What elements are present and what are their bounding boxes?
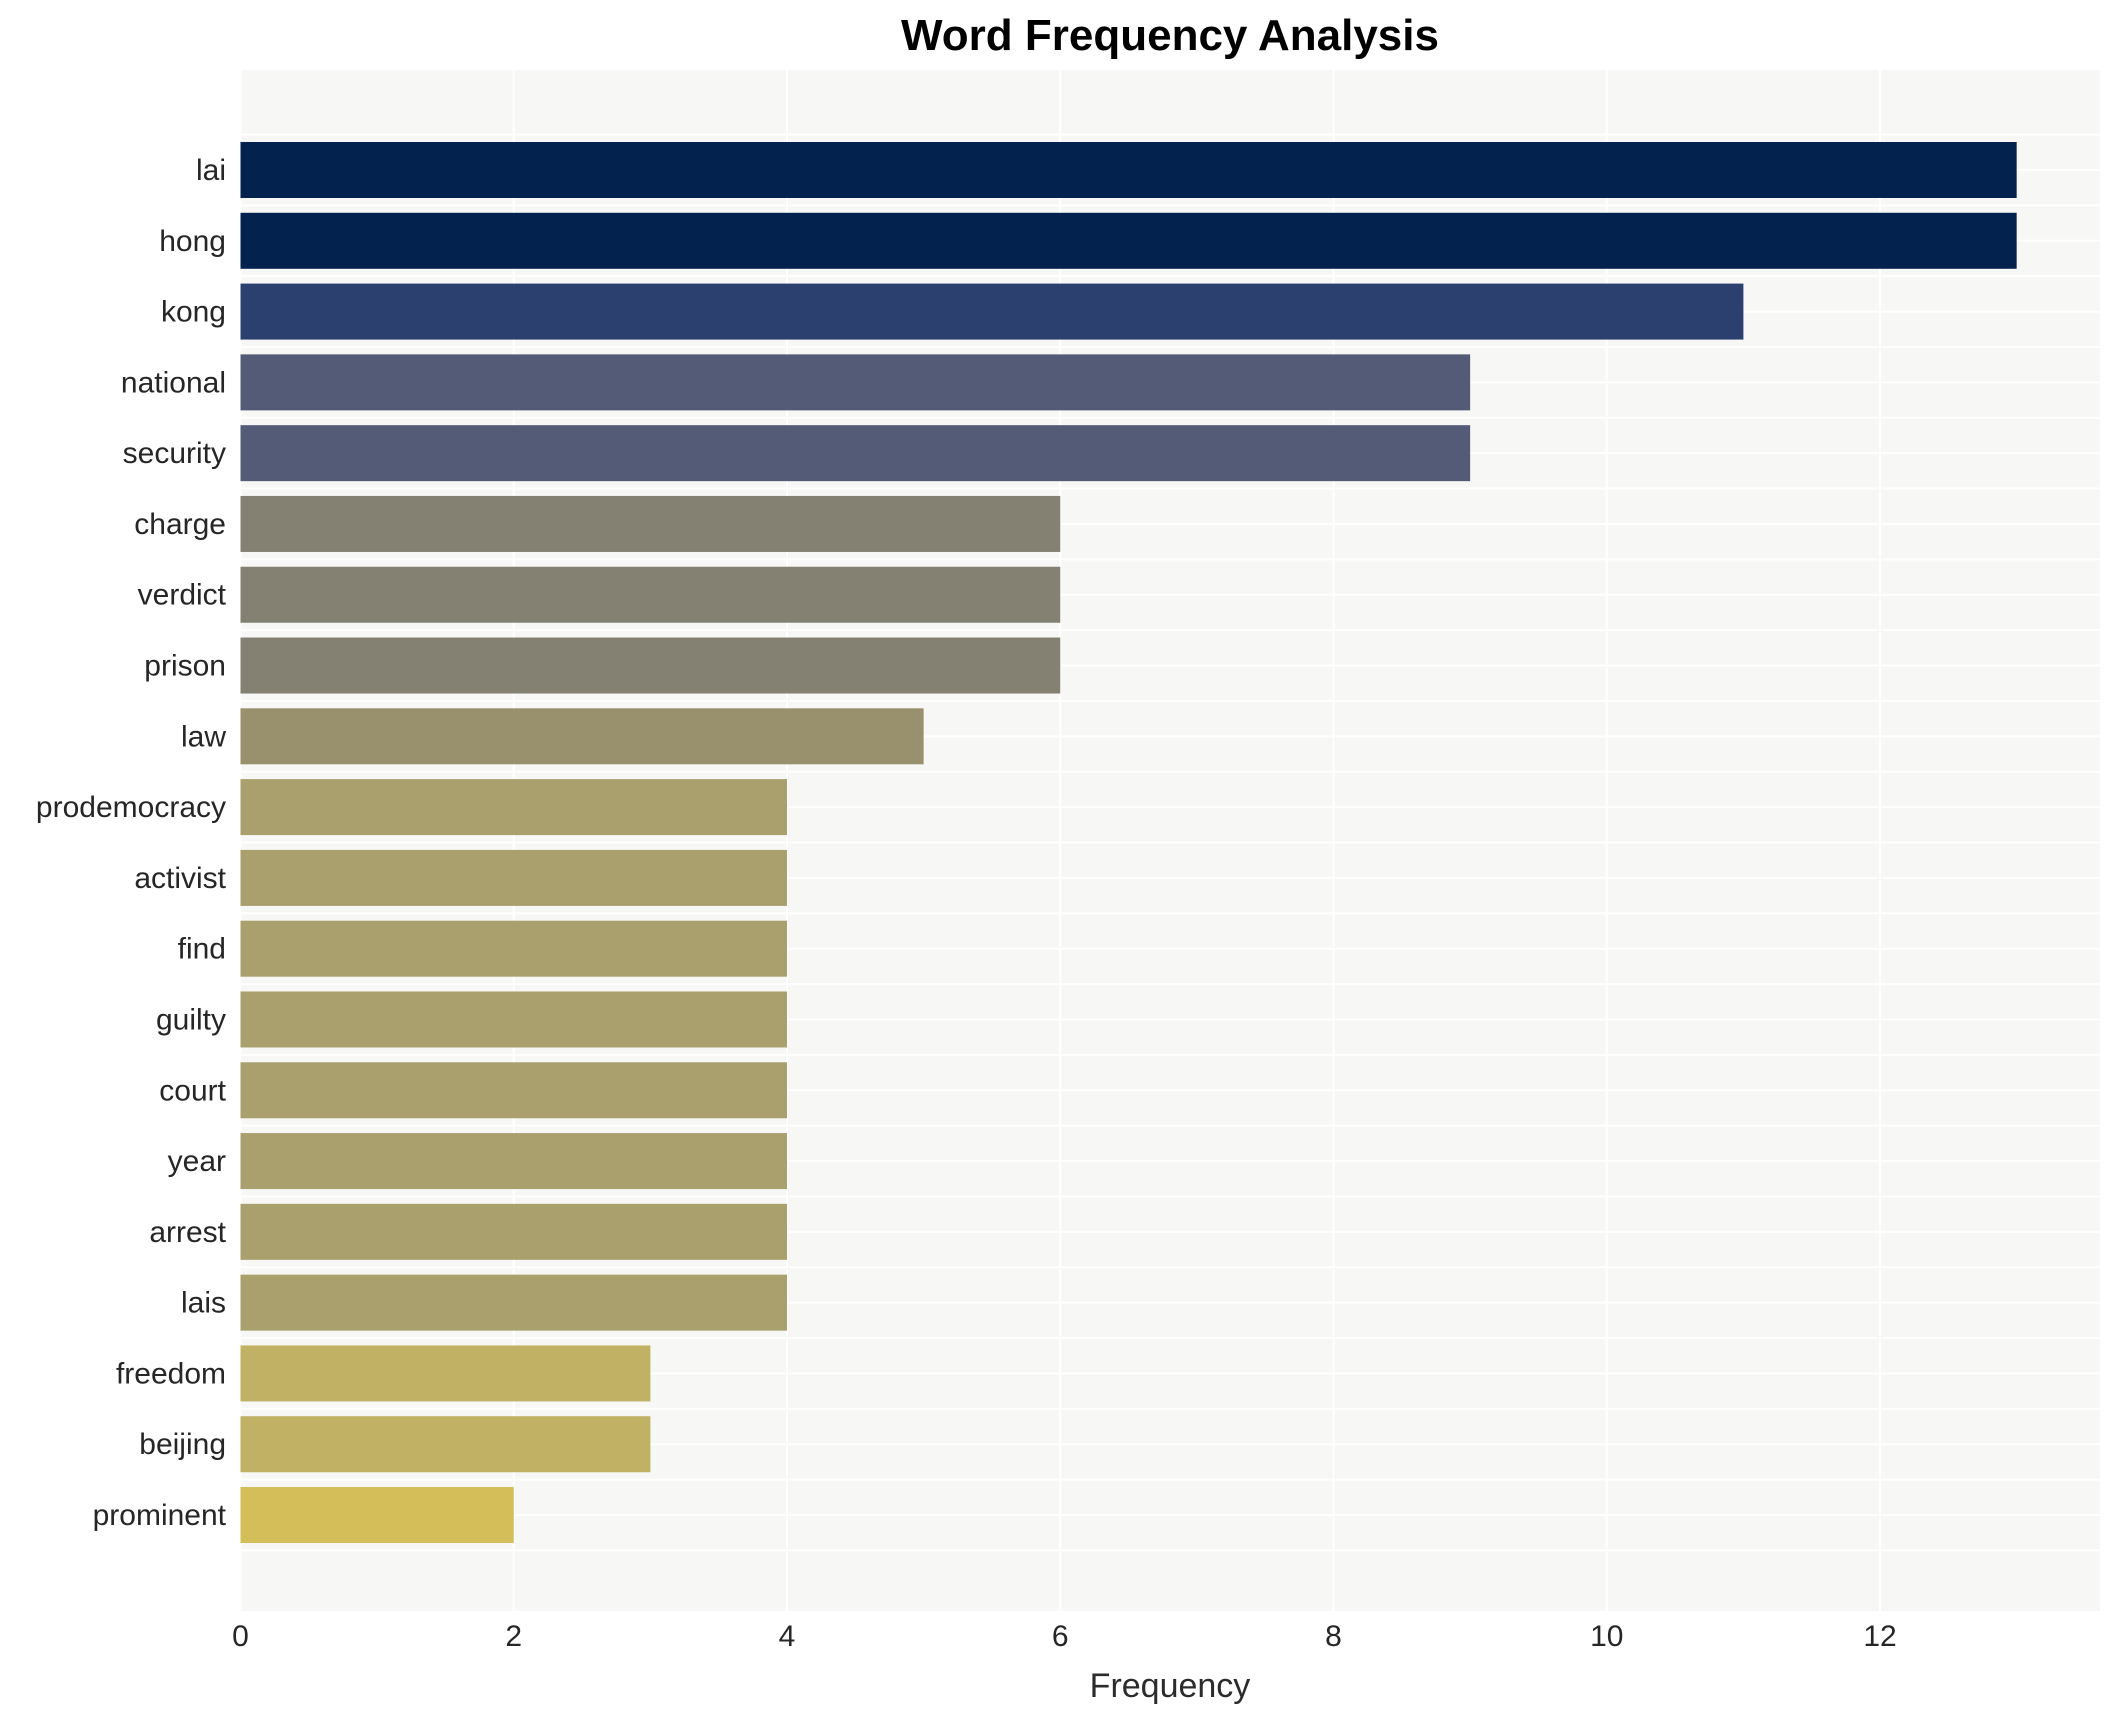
y-axis-labels: lai hong kong national security charge verdict… [36, 154, 227, 1532]
y-label-freedom: freedom [116, 1357, 226, 1390]
x-tick-10: 10 [1590, 1620, 1623, 1653]
bar-kong [240, 283, 1744, 340]
bar-lai [240, 142, 2017, 198]
bar-charge [240, 495, 1061, 552]
bar-arrest [240, 1203, 788, 1260]
bar-law [240, 708, 924, 765]
bar-prison [240, 637, 1061, 694]
y-label-prison: prison [144, 650, 226, 683]
bar-guilty [240, 991, 788, 1048]
y-label-lais: lais [181, 1287, 226, 1320]
y-label-security: security [123, 437, 226, 470]
bar-security [240, 425, 1471, 482]
y-label-kong: kong [161, 296, 226, 329]
x-tick-6: 6 [1052, 1620, 1069, 1653]
x-tick-0: 0 [232, 1620, 249, 1653]
y-label-charge: charge [134, 508, 226, 541]
bar-prominent [240, 1487, 514, 1544]
bar-lais [240, 1274, 788, 1331]
y-label-national: national [121, 366, 226, 399]
y-label-law: law [181, 720, 226, 753]
x-axis-ticks: 0 2 4 6 8 10 12 [232, 1620, 1897, 1653]
x-tick-12: 12 [1863, 1620, 1896, 1653]
bar-activist [240, 849, 788, 906]
y-label-lai: lai [196, 154, 226, 187]
y-label-guilty: guilty [156, 1003, 226, 1036]
y-label-court: court [159, 1074, 226, 1107]
x-tick-2: 2 [505, 1620, 522, 1653]
bar-national [240, 354, 1471, 411]
bar-court [240, 1062, 788, 1119]
x-axis-label: Frequency [1090, 1667, 1251, 1705]
chart-title: Word Frequency Analysis [901, 11, 1439, 60]
y-label-activist: activist [134, 862, 226, 895]
y-label-prodemocracy: prodemocracy [36, 791, 226, 824]
x-tick-8: 8 [1325, 1620, 1342, 1653]
bars [240, 142, 2017, 1544]
bar-verdict [240, 566, 1061, 623]
bar-beijing [240, 1416, 651, 1473]
bar-freedom [240, 1345, 651, 1402]
y-label-prominent: prominent [93, 1499, 227, 1532]
y-label-verdict: verdict [138, 579, 227, 612]
y-label-year: year [168, 1145, 226, 1178]
y-label-hong: hong [159, 225, 226, 258]
y-label-arrest: arrest [149, 1216, 226, 1249]
x-tick-4: 4 [779, 1620, 796, 1653]
bar-find [240, 920, 788, 977]
bar-prodemocracy [240, 779, 788, 836]
y-label-beijing: beijing [139, 1428, 226, 1461]
bar-year [240, 1133, 788, 1190]
bar-hong [240, 212, 2017, 269]
y-label-find: find [178, 933, 226, 966]
